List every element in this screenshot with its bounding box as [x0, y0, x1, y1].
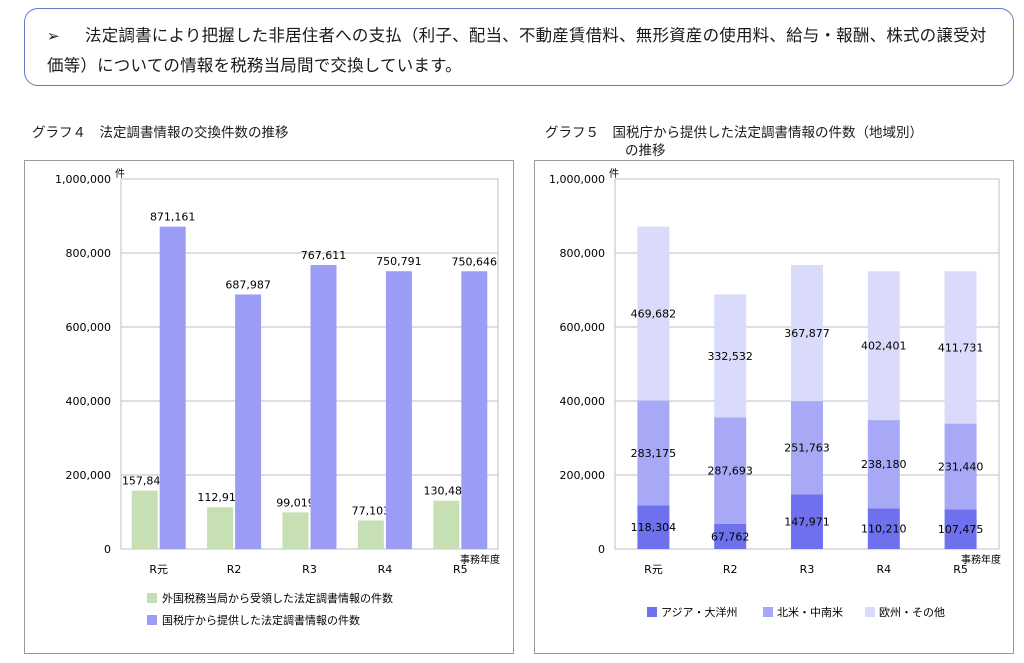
- g5-data-label: 402,401: [861, 340, 907, 353]
- g4-bar: [131, 490, 158, 549]
- g5-legend-swatch: [763, 607, 773, 617]
- g5-data-label: 469,682: [631, 308, 677, 321]
- g5-data-label: 107,475: [938, 523, 984, 536]
- g4-data-label: 77,103: [352, 504, 391, 517]
- g5-legend-label: 欧州・その他: [879, 606, 945, 619]
- g4-bar: [310, 264, 337, 549]
- g5-ytick-label: 800,000: [560, 247, 606, 260]
- g5-data-label: 411,731: [938, 341, 984, 354]
- g4-data-label: 687,987: [225, 278, 271, 291]
- g4-data-label: 130,483: [424, 485, 470, 498]
- g4-category-label: R5: [453, 563, 468, 576]
- g5-category-label: R3: [800, 563, 815, 576]
- g5-bar-segment: [637, 226, 670, 401]
- g4-ytick-label: 200,000: [66, 469, 112, 482]
- g4-data-label: 157,846: [122, 475, 168, 488]
- g4-ytick-label: 600,000: [66, 321, 112, 334]
- graph5-title: グラフ５ 国税庁から提供した法定調書情報の件数（地域別） の推移: [545, 124, 923, 160]
- g4-category-label: R元: [149, 563, 168, 576]
- g5-bar-segment: [714, 523, 747, 549]
- g5-data-label: 110,210: [861, 523, 907, 536]
- info-callout: ➢ 法定調書により把握した非居住者への支払（利子、配当、不動産賃借料、無形資産の使…: [24, 8, 1014, 86]
- graph4-chart: 0 200,000 400,000 600,000 800,000 1,000,000 件事…: [55, 168, 500, 627]
- g4-ytick-label: 800,000: [66, 247, 112, 260]
- g4-ytick-label: 400,000: [66, 395, 112, 408]
- g5-bar-segment: [867, 508, 900, 549]
- g4-bar: [282, 512, 309, 549]
- g5-data-label: 67,762: [711, 530, 750, 543]
- g5-data-label: 118,304: [631, 521, 677, 534]
- g5-y-unit: 件: [609, 168, 619, 180]
- bullet-arrow-icon: ➢: [47, 27, 60, 45]
- graph5-title-line2: の推移: [625, 143, 666, 159]
- g4-legend-label: 外国税務当局から受領した法定調書情報の件数: [162, 591, 393, 605]
- g4-ytick-label: 0: [104, 543, 111, 556]
- g5-data-label: 367,877: [784, 327, 830, 340]
- g4-bar: [159, 226, 186, 549]
- g5-data-label: 332,532: [707, 350, 753, 363]
- graph5-title-line1: グラフ５ 国税庁から提供した法定調書情報の件数（地域別）: [545, 125, 923, 141]
- g4-data-label: 871,161: [150, 211, 196, 224]
- g5-legend-swatch: [865, 607, 875, 617]
- graph4-title: グラフ４ 法定調書情報の交換件数の推移: [32, 125, 289, 141]
- g4-x-unit: 事務年度: [460, 553, 500, 566]
- g5-data-label: 231,440: [938, 460, 984, 473]
- graph4-panel: 0 200,000 400,000 600,000 800,000 1,000,000 件事…: [24, 160, 514, 654]
- g5-bar-segment: [944, 271, 977, 424]
- g5-category-label: R元: [644, 563, 663, 576]
- g5-bar-segment: [944, 509, 977, 549]
- g5-bar-segment: [714, 417, 747, 524]
- g4-legend-swatch: [147, 593, 157, 603]
- g4-bar: [385, 271, 412, 549]
- g5-bar-segment: [637, 505, 670, 549]
- g5-bar-segment: [791, 401, 823, 495]
- g4-category-label: R4: [378, 563, 393, 576]
- callout-text: 法定調書により把握した非居住者への支払（利子、配当、不動産賃借料、無形資産の使用…: [47, 26, 987, 75]
- g4-bar: [207, 507, 234, 549]
- g5-data-label: 251,763: [784, 442, 830, 455]
- g5-bar-segment: [637, 400, 670, 506]
- g5-bar-segment: [944, 423, 977, 510]
- g4-data-label: 99,019: [276, 496, 315, 509]
- g5-legend-label: アジア・大洋州: [661, 605, 738, 619]
- g5-legend-label: 北米・中南米: [777, 606, 843, 619]
- g4-bar: [357, 520, 384, 549]
- g5-bar-segment: [791, 264, 823, 402]
- g5-ytick-label: 400,000: [560, 395, 606, 408]
- g4-y-unit: 件: [115, 168, 125, 180]
- g5-data-label: 283,175: [631, 447, 677, 460]
- g4-bar: [461, 271, 488, 549]
- g5-ytick-label: 600,000: [560, 321, 606, 334]
- graph5-panel: 0 200,000 400,000 600,000 800,000 1,000,000 件事…: [534, 160, 1014, 654]
- g5-bar-segment: [791, 494, 823, 549]
- g5-x-unit: 事務年度: [961, 553, 1001, 566]
- g4-bar: [433, 500, 460, 549]
- g5-data-label: 238,180: [861, 458, 907, 471]
- g4-category-label: R2: [227, 563, 242, 576]
- g4-data-label: 750,646: [452, 255, 498, 268]
- g4-data-label: 750,791: [376, 255, 422, 268]
- g4-category-label: R3: [302, 563, 317, 576]
- g4-data-label: 112,910: [197, 491, 243, 504]
- g5-bar-segment: [867, 420, 900, 509]
- g5-ytick-label: 200,000: [560, 469, 606, 482]
- g5-legend-swatch: [647, 607, 657, 617]
- g4-data-label: 767,611: [301, 249, 347, 262]
- graph5-chart: 0 200,000 400,000 600,000 800,000 1,000,000 件事…: [549, 168, 1001, 619]
- g5-data-label: 287,693: [707, 465, 753, 478]
- g5-bar-segment: [714, 294, 747, 418]
- g4-legend-swatch: [147, 615, 157, 625]
- g5-category-label: R4: [876, 563, 891, 576]
- g5-ytick-label: 1,000,000: [549, 173, 605, 186]
- g5-category-label: R5: [953, 563, 968, 576]
- g4-plot-area: [120, 178, 499, 550]
- g5-ytick-label: 0: [598, 543, 605, 556]
- g5-bar-segment: [867, 271, 900, 421]
- g4-ytick-label: 1,000,000: [55, 173, 111, 186]
- g4-bar: [235, 294, 262, 549]
- g5-category-label: R2: [723, 563, 738, 576]
- g5-data-label: 147,971: [784, 516, 830, 529]
- g4-legend-label: 国税庁から提供した法定調書情報の件数: [162, 613, 360, 627]
